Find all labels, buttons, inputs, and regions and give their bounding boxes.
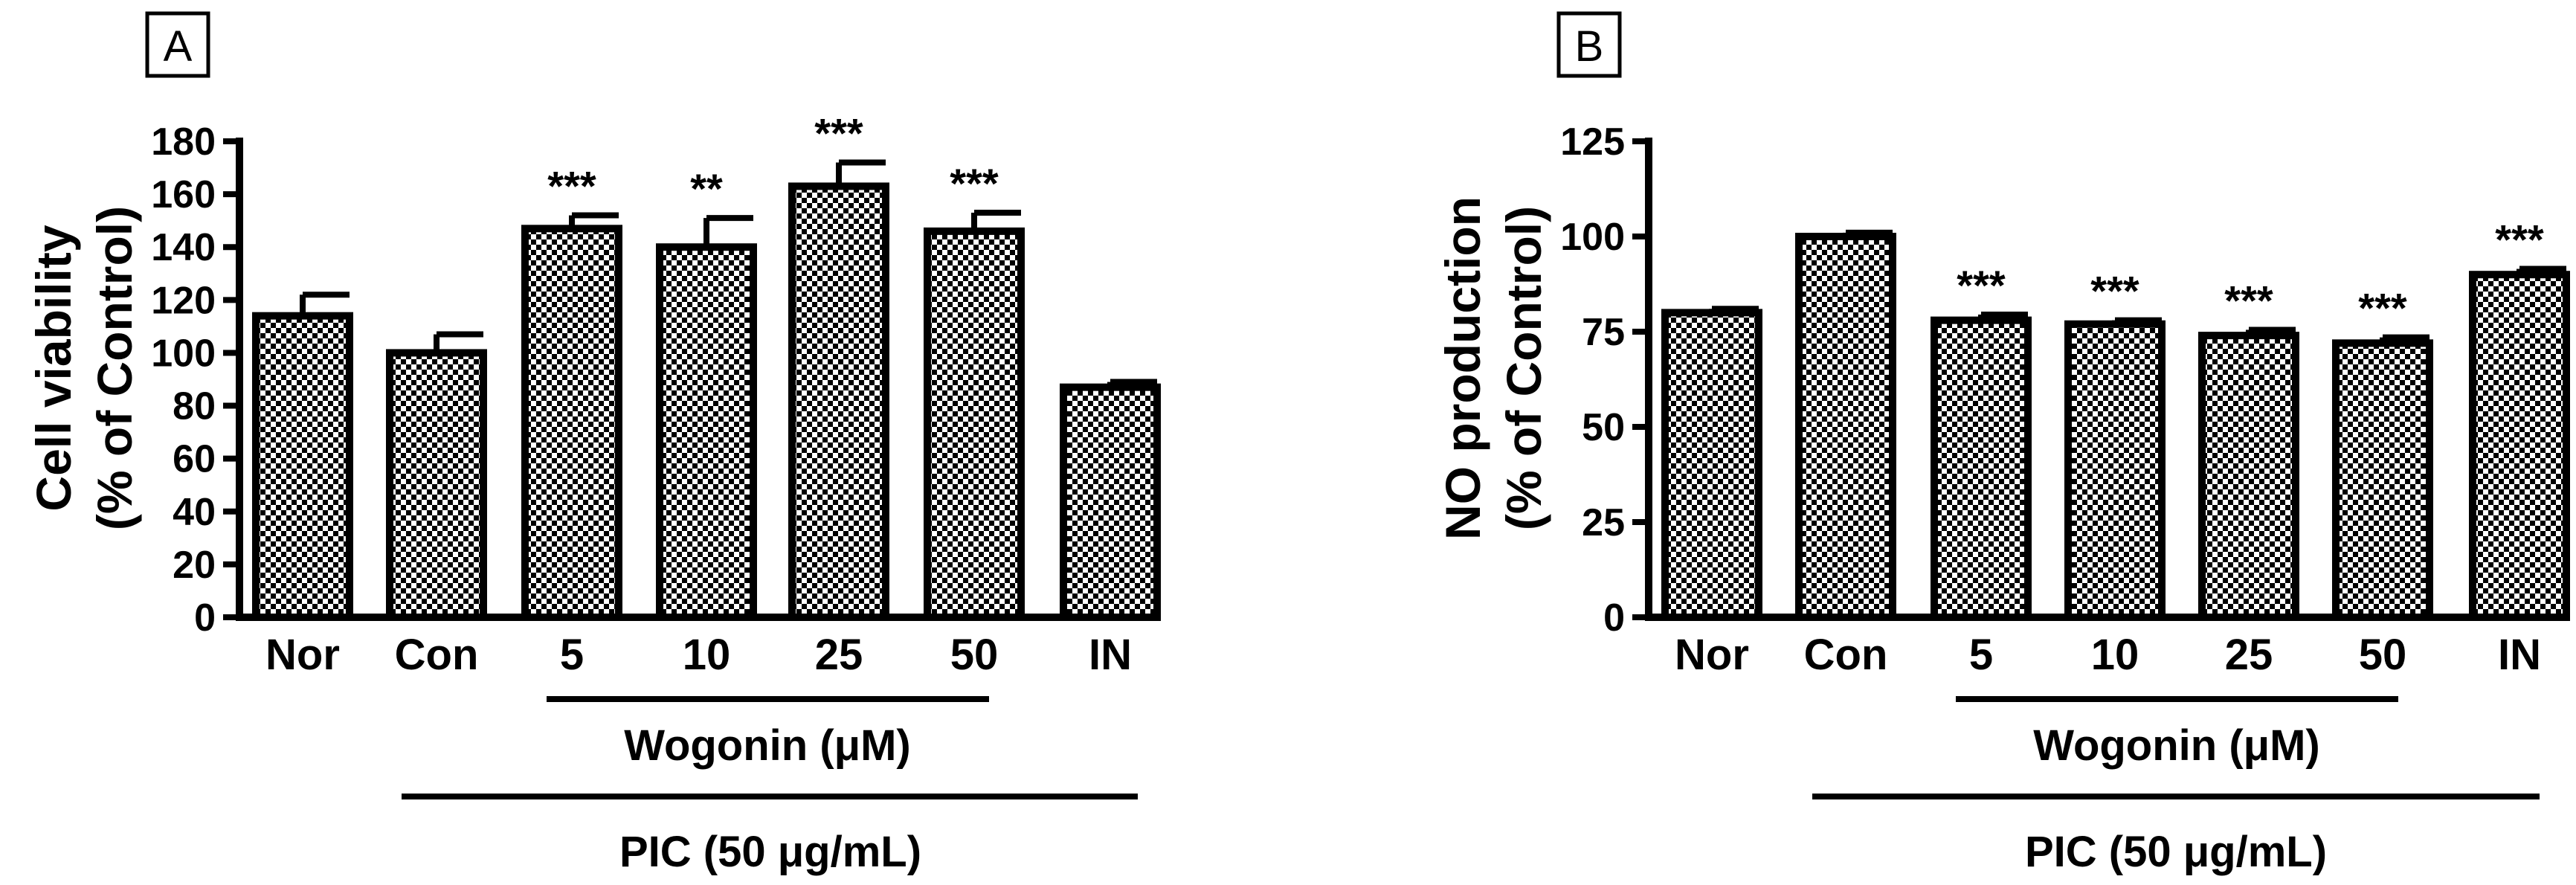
panel-b-bar-Con xyxy=(1795,233,1896,621)
panel-a-bar-Nor xyxy=(252,312,353,621)
panel-a-y-tick-label-100: 100 xyxy=(151,332,216,375)
panel-a-bar-IN xyxy=(1060,383,1161,622)
panel-b-significance-IN: *** xyxy=(2495,216,2544,263)
panel-a-significance-50: *** xyxy=(950,160,999,207)
panel-b-category-label-Con: Con xyxy=(1804,631,1888,679)
panel-a-y-tick-label-140: 140 xyxy=(151,226,216,269)
panel-b-category-label-5: 5 xyxy=(1969,631,1993,679)
panel-a-category-label-5: 5 xyxy=(560,631,584,679)
panel-a-bar-50 xyxy=(924,227,1025,621)
panel-b: B NO production (% of Control) Nor Con ***… xyxy=(1435,11,2570,876)
panel-a-label-box xyxy=(145,11,210,78)
panel-b-bar-25 xyxy=(2198,332,2299,621)
panel-a-y-tick-label-60: 60 xyxy=(173,438,216,481)
panel-a-category-label-IN: IN xyxy=(1089,631,1132,679)
panel-b-significance-5: *** xyxy=(1957,262,2006,309)
panel-b-y-title-line1: NO production xyxy=(1435,196,1490,540)
panel-a-y-tick-label-180: 180 xyxy=(151,120,216,164)
panel-a-y-tick-label-120: 120 xyxy=(151,279,216,322)
panel-b-y-tick-label-0: 0 xyxy=(1603,596,1625,640)
panel-b-wogonin-label: Wogonin (μM) xyxy=(2033,721,2320,770)
panel-b-category-label-Nor: Nor xyxy=(1675,631,1749,679)
panel-b-category-label-10: 10 xyxy=(2091,631,2139,679)
panel-b-pic-label: PIC (50 μg/mL) xyxy=(2025,828,2327,876)
panel-a-y-title-line2: (% of Control) xyxy=(87,206,142,530)
panel-a-bar-25 xyxy=(788,182,889,621)
panel-b-bar-Nor xyxy=(1661,309,1762,621)
panel-a-significance-10: ** xyxy=(690,165,723,212)
panel-a-plot: Nor Con *** 5 ** 10 *** 25 *** 50 IN 0 20 40 60 80 100 12… xyxy=(151,109,1161,679)
panel-a-category-label-Con: Con xyxy=(395,631,479,679)
panel-a-category-label-25: 25 xyxy=(815,631,863,679)
panel-b-significance-50: *** xyxy=(2358,285,2407,332)
panel-b-category-label-25: 25 xyxy=(2225,631,2273,679)
panel-a-bar-5 xyxy=(521,225,622,622)
panel-a-y-tick-label-160: 160 xyxy=(151,173,216,216)
panel-b-label-box xyxy=(1556,11,1622,78)
panel-a-y-tick-label-20: 20 xyxy=(173,544,216,587)
panel-a-y-axis-title: Cell viability (% of Control) xyxy=(26,206,142,530)
panel-a-category-label-10: 10 xyxy=(683,631,731,679)
panel-b-y-tick-label-25: 25 xyxy=(1582,501,1625,544)
panel-b-label: B xyxy=(1575,22,1604,71)
panel-b-significance-10: *** xyxy=(2090,268,2139,315)
panel-a-bar-10 xyxy=(656,243,757,621)
panel-a-y-title-line1: Cell viability xyxy=(26,225,81,511)
panel-b-bar-10 xyxy=(2064,320,2166,621)
panel-b-y-axis-title: NO production (% of Control) xyxy=(1435,196,1551,540)
panel-b-bar-5 xyxy=(1931,316,2032,621)
panel-b-significance-25: *** xyxy=(2224,277,2273,324)
panel-b-y-tick-label-100: 100 xyxy=(1560,216,1625,259)
panel-b-bar-50 xyxy=(2332,339,2433,621)
panel-a-category-label-Nor: Nor xyxy=(265,631,340,679)
panel-a-label: A xyxy=(164,22,193,71)
panel-b-category-label-IN: IN xyxy=(2498,631,2541,679)
panel-a-y-tick-label-80: 80 xyxy=(173,385,216,428)
panel-a: A Cell viability (% of Control) Nor Con **… xyxy=(26,11,1161,876)
panel-b-y-tick-label-75: 75 xyxy=(1582,311,1625,354)
panel-a-category-label-50: 50 xyxy=(950,631,999,679)
panel-b-category-label-50: 50 xyxy=(2359,631,2407,679)
panel-a-y-tick-label-0: 0 xyxy=(194,596,216,640)
panel-b-plot: Nor Con *** 5 *** 10 *** 25 *** 50 *** IN 0 25 50 75 100… xyxy=(1560,120,2570,679)
panel-b-bar-IN xyxy=(2469,271,2570,621)
panel-a-significance-5: *** xyxy=(547,163,596,210)
panel-b-y-tick-label-125: 125 xyxy=(1560,120,1625,164)
panel-b-y-title-line2: (% of Control) xyxy=(1496,206,1551,530)
panel-a-y-tick-label-40: 40 xyxy=(173,491,216,534)
panel-b-y-tick-label-50: 50 xyxy=(1582,406,1625,449)
panel-a-bar-Con xyxy=(386,349,487,621)
panel-a-pic-label: PIC (50 μg/mL) xyxy=(619,828,921,876)
panel-a-wogonin-label: Wogonin (μM) xyxy=(624,721,911,770)
panel-a-significance-25: *** xyxy=(814,109,863,156)
